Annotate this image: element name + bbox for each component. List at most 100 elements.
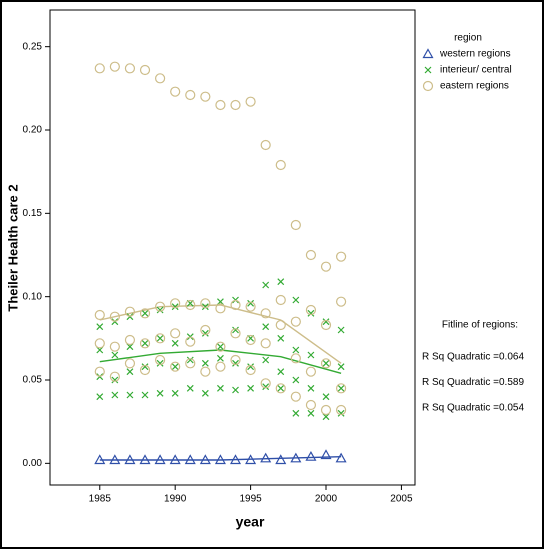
point	[141, 391, 149, 399]
point	[171, 363, 179, 371]
fit-label: R Sq Quadratic =0.064	[422, 352, 524, 363]
point	[335, 404, 347, 416]
legend-marker	[422, 80, 434, 92]
point	[109, 61, 120, 72]
point	[277, 368, 285, 376]
point	[322, 359, 330, 367]
point	[169, 454, 181, 465]
point	[155, 354, 166, 366]
point	[155, 301, 166, 312]
point	[94, 338, 105, 349]
point	[275, 319, 286, 331]
point	[156, 306, 164, 314]
point	[247, 299, 255, 307]
point	[111, 351, 119, 359]
point	[170, 361, 181, 372]
point	[96, 393, 104, 401]
point	[109, 454, 121, 465]
point	[260, 308, 271, 319]
point	[275, 383, 286, 394]
point	[201, 359, 209, 367]
point	[109, 311, 120, 322]
point	[262, 383, 270, 391]
point	[307, 351, 315, 359]
legend-label: interieur/ central	[440, 65, 512, 76]
point	[109, 371, 120, 382]
point	[185, 358, 196, 369]
fit-label: R Sq Quadratic =0.054	[422, 403, 524, 414]
fit-line	[99, 455, 342, 461]
plot-area	[49, 9, 416, 486]
point	[335, 383, 347, 394]
point	[139, 64, 151, 76]
point	[124, 306, 136, 317]
point	[292, 296, 300, 304]
point	[305, 304, 317, 316]
x-tick-label: 2000	[315, 494, 338, 505]
point	[275, 294, 286, 306]
y-tick-label: 0.05	[23, 375, 43, 386]
point	[94, 63, 105, 74]
point	[260, 139, 271, 151]
point	[260, 338, 271, 349]
point	[337, 384, 345, 392]
point	[215, 303, 226, 314]
point	[156, 334, 164, 342]
legend-label: eastern regions	[440, 81, 509, 92]
point	[245, 334, 256, 346]
point	[201, 303, 209, 311]
point	[292, 409, 300, 417]
x-tick-label: 1995	[239, 494, 262, 505]
point	[111, 376, 119, 384]
y-tick-label: 0.20	[23, 125, 43, 136]
point	[277, 278, 285, 286]
point	[322, 318, 330, 326]
point	[154, 454, 166, 465]
point	[307, 309, 315, 317]
point	[305, 399, 317, 411]
point	[141, 309, 149, 317]
point	[184, 454, 196, 465]
point	[247, 363, 255, 371]
y-axis-label: Theiler Health care 2	[5, 184, 20, 311]
point	[320, 449, 332, 460]
point	[292, 376, 300, 384]
point	[185, 299, 196, 311]
fit-line	[99, 304, 342, 364]
point	[155, 333, 166, 344]
point	[335, 296, 347, 307]
point	[185, 89, 196, 101]
fit-title: Fitline of regions:	[442, 320, 518, 331]
point	[290, 452, 302, 463]
point	[217, 354, 224, 362]
point	[337, 326, 345, 334]
point	[109, 341, 120, 352]
y-tick-label: 0.00	[23, 458, 43, 469]
point	[217, 343, 224, 351]
point	[230, 354, 241, 366]
point	[139, 364, 151, 376]
point	[275, 454, 287, 465]
point	[126, 391, 134, 399]
point	[200, 366, 211, 377]
point	[170, 298, 181, 309]
point	[139, 308, 151, 319]
point	[230, 99, 241, 111]
point	[200, 298, 211, 309]
legend-marker	[424, 66, 432, 74]
point	[185, 336, 196, 347]
point	[320, 358, 332, 369]
x-tick-label: 2005	[390, 494, 413, 505]
point	[307, 409, 315, 417]
point	[232, 326, 239, 334]
point	[290, 219, 301, 231]
point	[139, 338, 151, 349]
x-tick-label: 1990	[164, 494, 187, 505]
point	[94, 454, 106, 465]
point	[292, 346, 300, 354]
point	[96, 323, 104, 331]
point	[171, 303, 179, 311]
point	[262, 323, 270, 331]
